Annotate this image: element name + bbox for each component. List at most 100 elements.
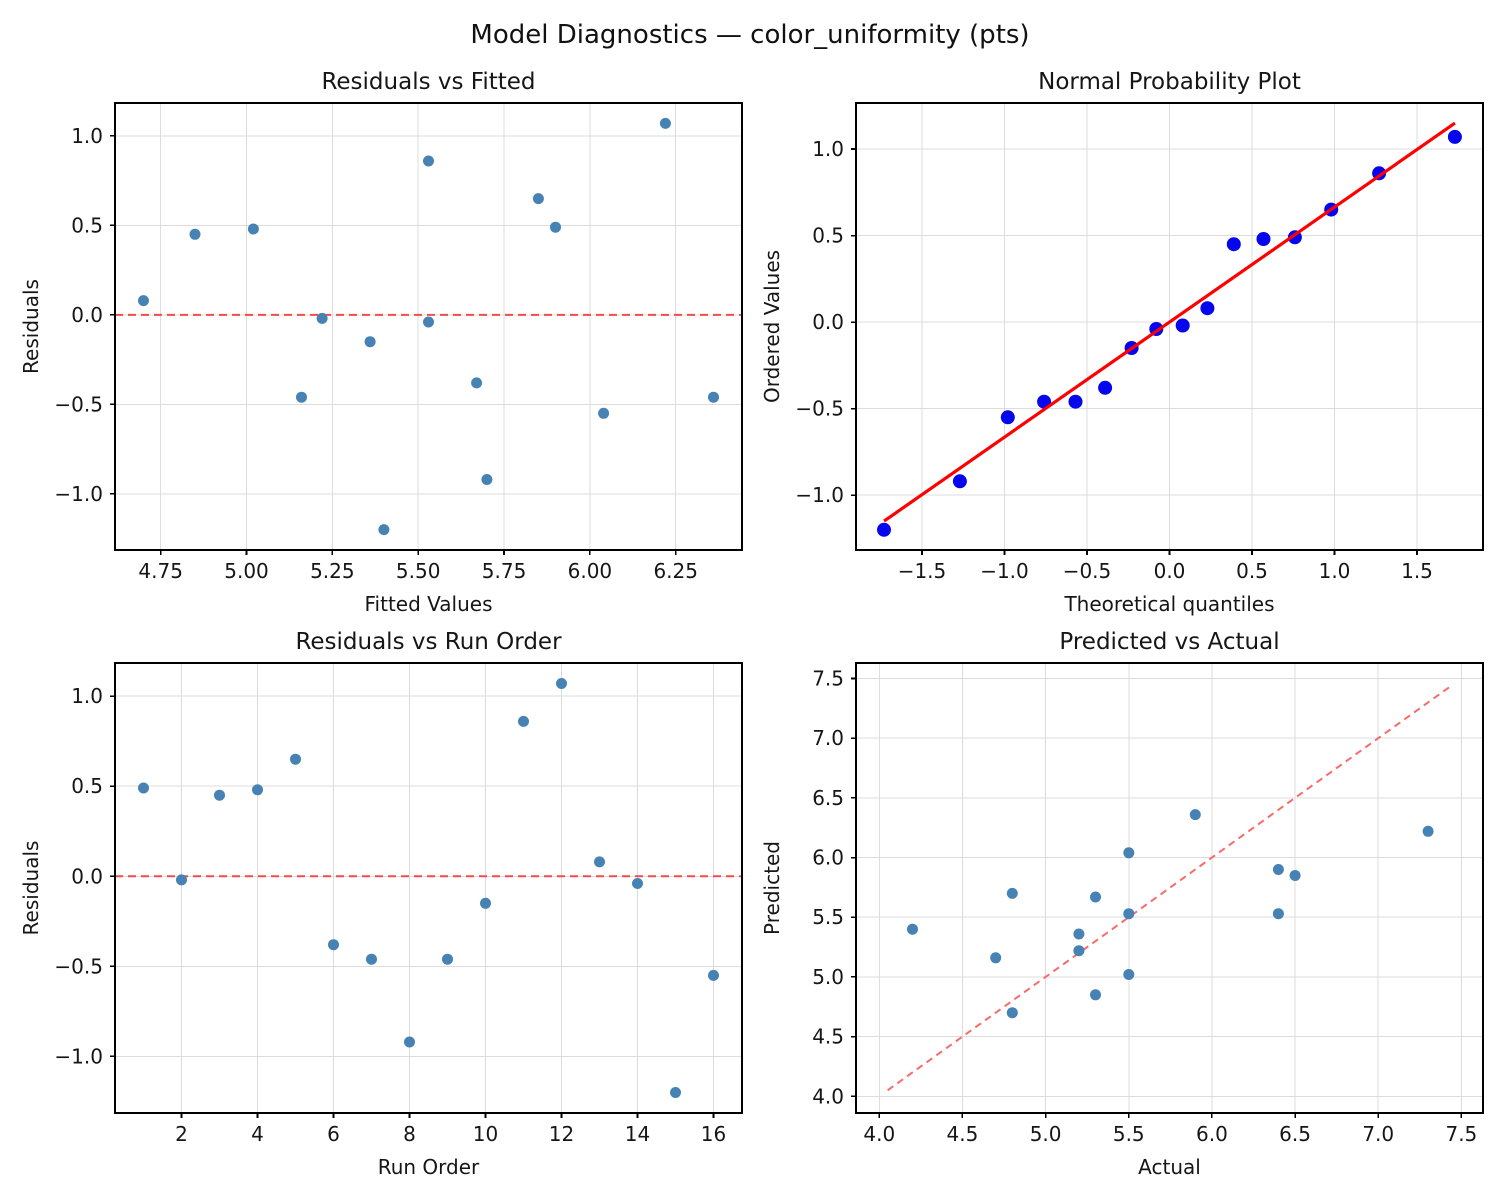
axis-ticks [851, 148, 1418, 555]
svg-text:0.5: 0.5 [71, 213, 103, 237]
residuals-vs-fitted-xlabel: Fitted Values [365, 592, 493, 616]
y-tick-labels: 4.0 4.5 5.0 5.5 6.0 6.5 7.0 7.5 [812, 667, 844, 1109]
data-point [247, 223, 259, 235]
residuals-vs-fitted-canvas: 4.75 5.00 5.25 5.50 5.75 6.00 6.25 1.0 0.5 0.0 −0.… [19, 69, 743, 616]
svg-text:5.0: 5.0 [812, 965, 844, 989]
predicted-vs-actual-canvas: 4.0 4.5 5.0 5.5 6.0 6.5 7.0 7.5 4.0 4.5 5.0 5.5 6.0 6… [760, 629, 1484, 1179]
data-point [364, 336, 376, 348]
data-point [176, 874, 187, 886]
svg-text:0.5: 0.5 [1236, 559, 1268, 583]
y-tick-labels: 1.0 0.5 0.0 −0.5 −1.0 [795, 137, 844, 507]
data-point [214, 789, 225, 801]
data-point [1123, 969, 1135, 980]
data-point [189, 228, 201, 240]
data-point [366, 953, 377, 965]
axis-ticks [851, 677, 1463, 1118]
data-point [423, 155, 434, 167]
svg-text:0.0: 0.0 [71, 864, 103, 888]
data-point [138, 295, 149, 307]
data-point [990, 952, 1002, 964]
grid [115, 663, 742, 1113]
svg-text:1.0: 1.0 [71, 124, 103, 148]
data-point [594, 856, 605, 868]
axes-spines [855, 662, 1484, 1114]
data-point [481, 474, 493, 485]
normal-probability-plot: −1.5 −1.0 −0.5 0.0 0.5 1.0 1.5 1.0 0.5 0.0 −0.5 −1.… [750, 52, 1500, 618]
svg-text:2: 2 [175, 1122, 188, 1146]
data-point [480, 897, 491, 909]
svg-text:6.0: 6.0 [1196, 1122, 1228, 1146]
svg-text:−1.0: −1.0 [795, 483, 844, 507]
svg-text:6.0: 6.0 [812, 846, 844, 870]
predicted-vs-actual-plot: 4.0 4.5 5.0 5.5 6.0 6.5 7.0 7.5 4.0 4.5 5.0 5.5 6.0 6… [750, 618, 1500, 1200]
data-point [1289, 870, 1301, 881]
data-point [442, 953, 453, 965]
svg-text:0.0: 0.0 [1154, 559, 1186, 583]
data-point [328, 939, 339, 951]
svg-text:5.00: 5.00 [224, 559, 269, 583]
svg-text:6: 6 [327, 1122, 340, 1146]
data-point [138, 782, 149, 794]
svg-text:7.5: 7.5 [1445, 1122, 1477, 1146]
data-point [1000, 410, 1015, 425]
svg-text:5.50: 5.50 [396, 559, 441, 583]
data-point [670, 1087, 681, 1098]
normal-probability-canvas: −1.5 −1.0 −0.5 0.0 0.5 1.0 1.51.0 0.5 0.0 −0.5 −1.… [760, 69, 1484, 616]
data-point [296, 391, 307, 403]
svg-text:0.5: 0.5 [812, 224, 844, 248]
svg-text:6.5: 6.5 [812, 786, 844, 810]
y-tick-labels: 1.0 0.5 0.0 −0.5 −1.0 [54, 124, 103, 506]
svg-text:4.0: 4.0 [863, 1122, 895, 1146]
data-point [598, 407, 610, 419]
residuals-vs-run-order-xlabel: Run Order [378, 1155, 480, 1179]
data-point [952, 474, 967, 489]
residuals-vs-fitted-title: Residuals vs Fitted [321, 69, 535, 95]
svg-text:8: 8 [403, 1122, 416, 1146]
grid [856, 103, 1483, 550]
x-tick-labels: 4.0 4.5 5.0 5.5 6.0 6.5 7.0 7.5 [863, 1122, 1477, 1146]
residuals-vs-run-order-canvas: 2 4 6 8 10 12 14 16 1.0 0.5 0.0 −0.5 −1.0 Residuals v… [19, 629, 743, 1179]
svg-text:−0.5: −0.5 [1063, 559, 1112, 583]
svg-text:0.5: 0.5 [71, 774, 103, 798]
normal-probability-title: Normal Probability Plot [1038, 69, 1301, 95]
svg-text:6.00: 6.00 [568, 559, 613, 583]
data-point [316, 312, 328, 324]
svg-text:14: 14 [625, 1122, 650, 1146]
data-point [1226, 237, 1241, 252]
svg-text:12: 12 [549, 1122, 574, 1146]
svg-text:4.75: 4.75 [138, 559, 183, 583]
x-tick-labels: 4.75 5.00 5.25 5.50 5.75 6.00 6.25 [138, 559, 698, 583]
residuals-vs-run-order-plot: 2 4 6 8 10 12 14 16 1.0 0.5 0.0 −0.5 −1.0 Residuals v… [0, 618, 750, 1200]
svg-text:−1.5: −1.5 [898, 559, 947, 583]
predicted-vs-actual-title: Predicted vs Actual [1059, 629, 1279, 655]
svg-text:5.0: 5.0 [1030, 1122, 1062, 1146]
identity-line [887, 683, 1454, 1092]
data-point [1272, 908, 1284, 920]
data-point [1422, 825, 1434, 837]
data-point [708, 969, 719, 981]
data-point [708, 391, 719, 403]
svg-text:1.0: 1.0 [71, 684, 103, 708]
x-tick-labels: −1.5 −1.0 −0.5 0.0 0.5 1.0 1.5 [898, 559, 1433, 583]
fit-line [883, 121, 1456, 523]
data-point [252, 784, 263, 796]
data-point [1073, 928, 1085, 940]
svg-text:4.5: 4.5 [947, 1122, 979, 1146]
data-point [1006, 1007, 1018, 1019]
svg-text:1.0: 1.0 [1319, 559, 1351, 583]
residuals-vs-run-order-points [138, 678, 719, 1098]
svg-text:4.5: 4.5 [812, 1025, 844, 1049]
data-point [1447, 129, 1462, 144]
svg-text:6.5: 6.5 [1279, 1122, 1311, 1146]
svg-text:4.0: 4.0 [812, 1084, 844, 1108]
svg-text:1.5: 1.5 [1401, 559, 1433, 583]
figure-suptitle: Model Diagnostics — color_uniformity (pt… [470, 20, 1030, 50]
data-point [1200, 301, 1215, 316]
svg-text:−1.0: −1.0 [980, 559, 1029, 583]
data-point [1272, 864, 1284, 875]
svg-text:4: 4 [251, 1122, 264, 1146]
svg-text:7.0: 7.0 [812, 726, 844, 750]
data-point [1123, 908, 1135, 920]
svg-text:−0.5: −0.5 [54, 392, 103, 416]
